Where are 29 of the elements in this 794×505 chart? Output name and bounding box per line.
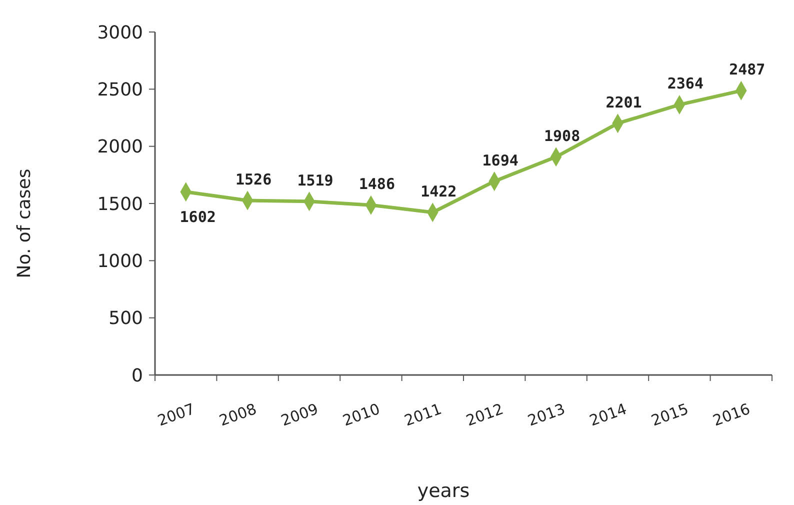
data-label: 1526: [235, 170, 272, 189]
data-label: 1908: [544, 126, 580, 145]
x-tick-label: 2008: [216, 400, 259, 430]
x-axis-title: years: [417, 480, 470, 502]
y-tick-label: 1000: [97, 250, 143, 272]
y-tick-label: 500: [108, 308, 143, 330]
x-tick-label: 2015: [648, 400, 691, 430]
data-label: 2487: [729, 60, 766, 79]
data-label: 2364: [667, 74, 704, 93]
y-tick-label: 2000: [97, 136, 143, 158]
data-label: 2201: [606, 93, 642, 112]
x-tick-label: 2013: [525, 400, 568, 430]
data-label: 1519: [297, 171, 334, 190]
data-label: 1602: [180, 208, 216, 226]
y-tick-label: 0: [132, 365, 143, 386]
x-tick-label: 2010: [340, 400, 382, 430]
y-tick-label: 1500: [97, 194, 143, 215]
data-label: 1422: [420, 182, 457, 200]
x-tick-label: 2007: [155, 400, 198, 430]
data-label: 1694: [482, 151, 518, 170]
y-axis-title: No. of cases: [14, 168, 35, 278]
x-tick-label: 2011: [402, 400, 444, 430]
x-tick-label: 2009: [278, 400, 321, 430]
y-tick-label: 3000: [97, 22, 143, 44]
x-tick-label: 2012: [464, 400, 506, 430]
data-label: 1486: [358, 175, 396, 194]
x-tick-label: 2014: [587, 400, 630, 430]
y-tick-label: 2500: [97, 79, 143, 100]
x-tick-label: 2016: [710, 400, 753, 430]
